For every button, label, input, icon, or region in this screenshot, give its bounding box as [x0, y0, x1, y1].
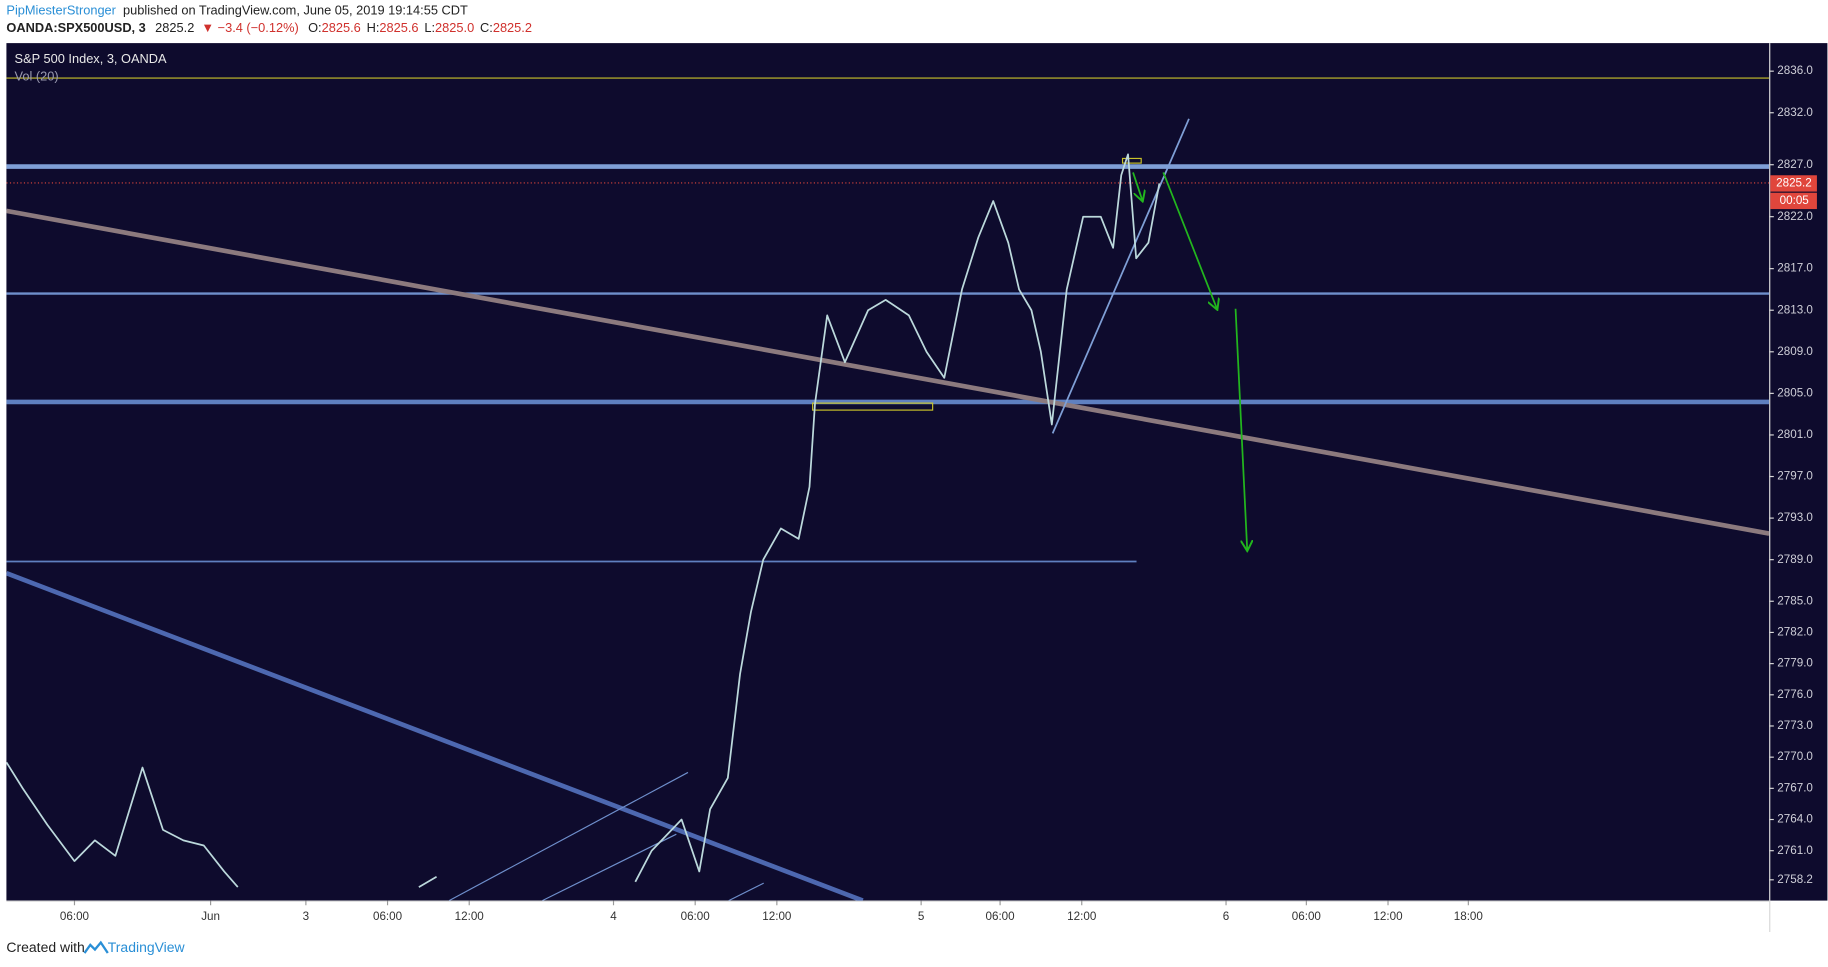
ohlc-value: 2825.2 [493, 21, 532, 36]
x-tick-label: 12:00 [1067, 910, 1097, 923]
last-price-label: 2825.2 [1776, 177, 1812, 190]
trend-line [728, 882, 764, 901]
y-tick-label: 2767.0 [1777, 781, 1813, 794]
countdown-label: 00:05 [1780, 194, 1809, 207]
arrow [1162, 172, 1217, 308]
x-tick-label: 18:00 [1454, 910, 1484, 923]
x-tick-label: 12:00 [762, 910, 792, 923]
trend-line [448, 771, 689, 901]
arrow [1234, 308, 1248, 550]
x-tick-label: 5 [918, 910, 924, 923]
zone-box [1121, 157, 1142, 164]
ohlc-label: L: [424, 21, 435, 36]
last-price-tag: 2825.2 00:05 [1770, 175, 1817, 210]
y-tick-label: 2817.0 [1777, 262, 1813, 275]
x-tick-label: 06:00 [60, 910, 90, 923]
ohlc-value: 2825.0 [435, 21, 474, 36]
x-tick-label: 6 [1223, 910, 1229, 923]
price: 2825.2 [155, 21, 194, 36]
x-tick-label: 12:00 [1373, 910, 1403, 923]
y-tick-label: 2779.0 [1777, 657, 1813, 670]
zone-box [812, 402, 934, 411]
y-tick-label: 2773.0 [1777, 719, 1813, 732]
trend-line [542, 833, 677, 901]
y-tick-label: 2813.0 [1777, 303, 1813, 316]
y-tick-label: 2758.2 [1777, 873, 1813, 886]
x-tick-label: 06:00 [681, 910, 711, 923]
y-tick-label: 2797.0 [1777, 470, 1813, 483]
series-layer [6, 153, 1161, 888]
trend-line [6, 208, 1770, 536]
trend-line [6, 571, 864, 901]
header-line: PipMiesterStronger published on TradingV… [6, 3, 468, 18]
ohlc-label: C: [480, 21, 493, 36]
y-tick-label: 2809.0 [1777, 345, 1813, 358]
y-tick-label: 2789.0 [1777, 553, 1813, 566]
x-tick-label: Jun [201, 910, 220, 923]
published: published on TradingView.com, June 05, 2… [123, 3, 468, 18]
trend-line [1051, 118, 1190, 434]
y-tick-label: 2782.0 [1777, 626, 1813, 639]
y-tick-label: 2832.0 [1777, 106, 1813, 119]
ohlc-value: 2825.6 [322, 21, 361, 36]
x-tick-label: 06:00 [373, 910, 403, 923]
indicator-label: Vol (20) [15, 68, 59, 83]
author[interactable]: PipMiesterStronger [6, 3, 116, 18]
symbol-line: OANDA:SPX500USD, 3 2825.2 ▼ −3.4 (−0.12%… [6, 21, 532, 36]
y-tick-label: 2785.0 [1777, 594, 1813, 607]
footer-brand[interactable]: TradingView [108, 939, 186, 955]
last-price-box [1770, 175, 1817, 192]
y-tick-label: 2827.0 [1777, 158, 1813, 171]
x-tick-label: 06:00 [1292, 910, 1322, 923]
ohlc-label: H: [367, 21, 380, 36]
arrow [1132, 172, 1142, 200]
footer-created: Created with [6, 939, 84, 955]
y-tick-label: 2822.0 [1777, 210, 1813, 223]
y-tick-label: 2801.0 [1777, 428, 1813, 441]
brand-logo [83, 940, 109, 954]
ohlc-label: O: [308, 21, 322, 36]
y-tick-label: 2836.0 [1777, 64, 1813, 77]
countdown-box [1770, 192, 1817, 210]
drawings [6, 77, 1770, 901]
symbol: OANDA:SPX500USD, 3 [6, 21, 145, 36]
ohlc: O:2825.6 H:2825.6 L:2825.0 C:2825.2 [308, 21, 532, 36]
x-tick-label: 3 [303, 910, 309, 923]
y-tick-label: 2761.0 [1777, 844, 1813, 857]
change: ▼ −3.4 (−0.12%) [201, 21, 298, 36]
y-tick-label: 2793.0 [1777, 511, 1813, 524]
plot-area [6, 43, 1770, 901]
chart-title: S&P 500 Index, 3, OANDA [15, 51, 167, 66]
price-line [6, 153, 1161, 888]
y-tick-label: 2764.0 [1777, 813, 1813, 826]
x-tick-label: 4 [610, 910, 617, 923]
x-tick-label: 12:00 [455, 910, 485, 923]
y-tick-label: 2805.0 [1777, 386, 1813, 399]
y-tick-label: 2770.0 [1777, 750, 1813, 763]
y-tick-label: 2776.0 [1777, 688, 1813, 701]
x-tick-label: 06:00 [986, 910, 1016, 923]
ohlc-value: 2825.6 [379, 21, 418, 36]
